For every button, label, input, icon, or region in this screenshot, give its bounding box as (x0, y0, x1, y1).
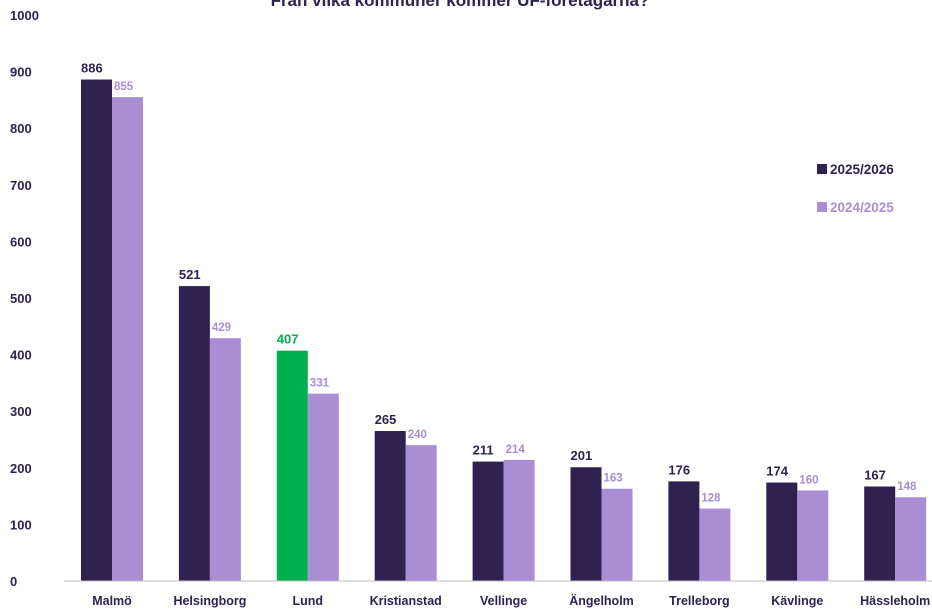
data-label: 521 (179, 267, 201, 282)
bar-current (81, 79, 112, 582)
x-category-label: Trelleborg (669, 594, 729, 608)
x-category-label: Vellinge (480, 594, 527, 608)
y-tick-label: 800 (10, 121, 32, 136)
x-category-label: Kristianstad (370, 594, 442, 608)
x-category-label: Kävlinge (771, 594, 823, 608)
bar-previous (307, 393, 339, 581)
data-label: 160 (799, 474, 818, 486)
legend: 2025/2026 2024/2025 (817, 162, 894, 215)
data-label: 176 (668, 462, 690, 477)
data-label: 211 (473, 443, 494, 458)
y-tick-label: 600 (10, 234, 32, 249)
bar-previous (699, 508, 731, 581)
x-axis: Malmö Helsingborg Lund Kristianstad Vellinge… (64, 580, 932, 608)
legend-label: 2024/2025 (830, 200, 894, 215)
x-category-label: Ängelholm (569, 593, 634, 608)
x-category-label: Helsingborg (173, 594, 246, 608)
bar-previous (797, 490, 829, 581)
bar-current (178, 286, 210, 581)
y-axis: 0 100 200 300 400 500 600 700 800 900 1000 (10, 8, 39, 589)
y-tick-label: 700 (10, 178, 32, 193)
y-tick-label: 100 (10, 517, 32, 532)
bar-previous (503, 459, 535, 581)
bars: 886 855 521 429 407 331 265 240 211 214 201 163 176 1… (81, 61, 927, 582)
data-label: 174 (766, 464, 788, 479)
legend-swatch (817, 202, 827, 212)
data-label: 886 (81, 61, 103, 76)
data-label: 128 (701, 493, 721, 505)
data-label: 429 (212, 322, 231, 334)
data-label: 265 (375, 412, 397, 427)
bar-current (276, 350, 308, 581)
data-label: 167 (864, 467, 886, 482)
bar-previous (405, 445, 437, 581)
bar-previous (112, 97, 143, 581)
data-label: 855 (114, 81, 134, 93)
x-category-label: Hässleholm (860, 594, 930, 608)
bar-current (570, 467, 602, 581)
bar-current (766, 482, 798, 581)
x-category-label: Lund (293, 594, 324, 608)
bar-current (668, 481, 700, 581)
bar-previous (209, 338, 241, 581)
chart-title: Från vilka kommuner kommer UF-företagarn… (271, 0, 650, 10)
data-label: 331 (310, 378, 330, 390)
bar-current (864, 486, 896, 581)
y-tick-label: 500 (10, 291, 32, 306)
x-category-label: Malmö (92, 594, 132, 608)
data-label: 214 (506, 444, 526, 456)
y-tick-label: 1000 (10, 8, 39, 23)
bar-current (472, 461, 504, 581)
data-label: 163 (604, 473, 623, 485)
bar-current (374, 431, 406, 581)
bar-previous (601, 488, 633, 581)
legend-swatch (817, 164, 827, 174)
y-tick-label: 200 (10, 461, 32, 476)
data-label: 407 (277, 332, 299, 347)
data-label: 201 (571, 448, 593, 463)
y-tick-label: 900 (10, 65, 32, 80)
y-tick-label: 400 (10, 348, 32, 363)
legend-label: 2025/2026 (830, 162, 894, 177)
data-label: 240 (408, 429, 427, 441)
bar-previous (895, 497, 927, 581)
y-tick-label: 300 (10, 404, 32, 419)
data-label: 148 (897, 481, 917, 493)
y-tick-label: 0 (10, 574, 17, 589)
